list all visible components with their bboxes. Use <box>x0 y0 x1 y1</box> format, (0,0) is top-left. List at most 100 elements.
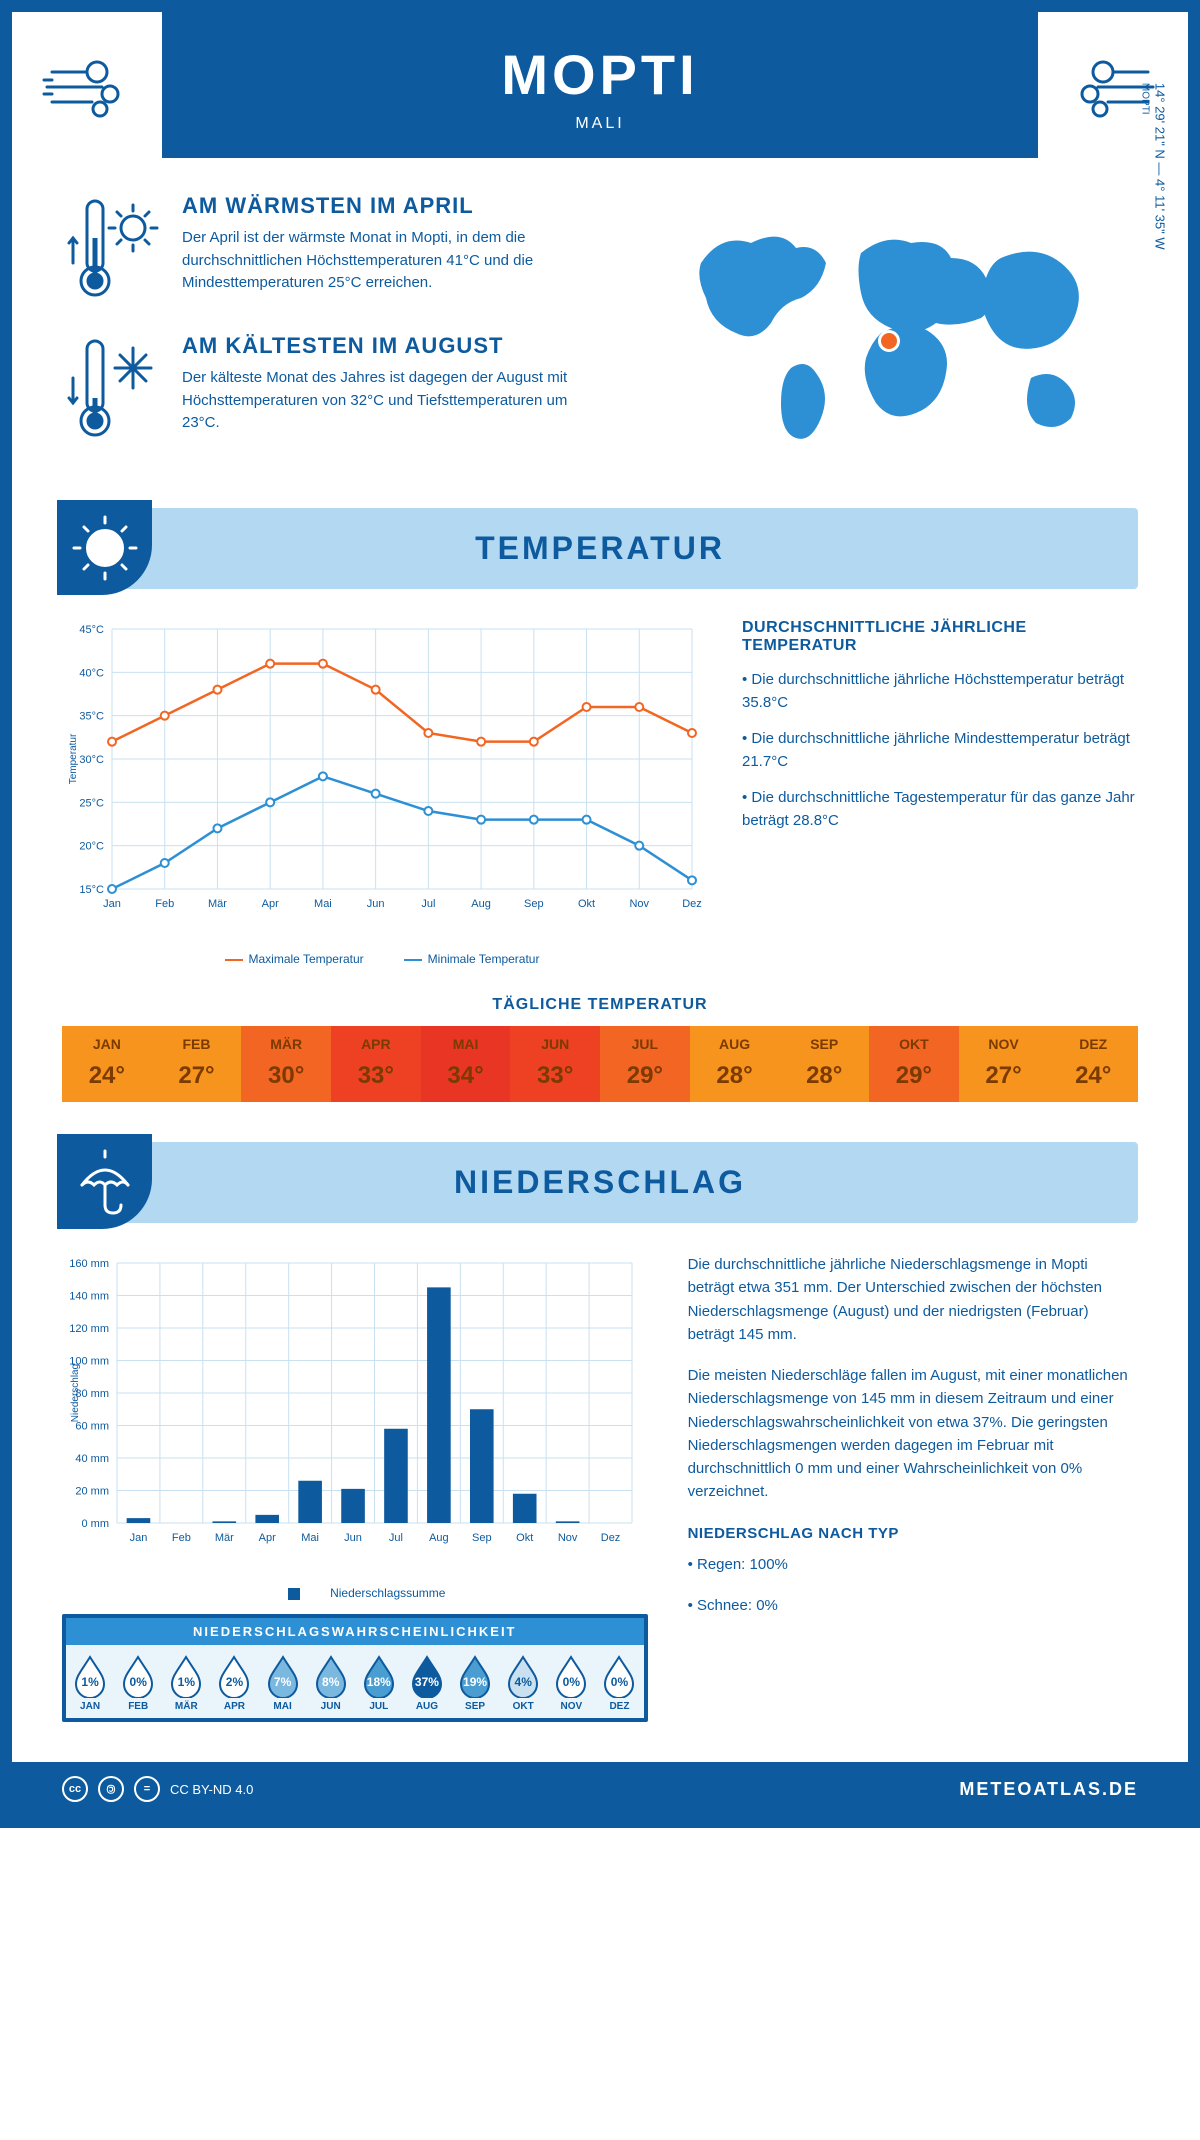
page: MOPTI MALI AM WÄRMSTEN IM APRIL Der Apri… <box>0 0 1200 1828</box>
daily-temp-heading: TÄGLICHE TEMPERATUR <box>12 996 1188 1014</box>
precipitation-summary: Die durchschnittliche jährliche Niedersc… <box>688 1253 1138 1722</box>
svg-text:30°C: 30°C <box>79 754 104 766</box>
probability-cell: 0% FEB <box>114 1655 162 1712</box>
precipitation-body: 0 mm20 mm40 mm60 mm80 mm100 mm120 mm140 … <box>12 1223 1188 1732</box>
svg-text:Aug: Aug <box>471 898 491 910</box>
svg-text:25°C: 25°C <box>79 797 104 809</box>
probability-cell: 0% DEZ <box>595 1655 643 1712</box>
temp-bullet-1: • Die durchschnittliche jährliche Mindes… <box>742 728 1138 773</box>
coords-label: MOPTI <box>1140 83 1151 250</box>
svg-text:Jan: Jan <box>130 1532 148 1544</box>
daily-cell: FEB27° <box>152 1026 242 1102</box>
precip-p2: Die meisten Niederschläge fallen im Augu… <box>688 1364 1138 1504</box>
fact-cold-title: AM KÄLTESTEN IM AUGUST <box>182 333 605 359</box>
svg-text:Okt: Okt <box>578 898 595 910</box>
temp-bullet-2: • Die durchschnittliche Tagestemperatur … <box>742 787 1138 832</box>
svg-text:140 mm: 140 mm <box>69 1291 109 1303</box>
probability-cell: 19% SEP <box>451 1655 499 1712</box>
precip-legend-label: Niederschlagssumme <box>264 1586 445 1600</box>
daily-cell: JUN33° <box>510 1026 600 1102</box>
temperature-legend: Maximale Temperatur Minimale Temperatur <box>62 952 702 966</box>
temperature-banner: TEMPERATUR <box>62 508 1138 589</box>
temperature-summary: DURCHSCHNITTLICHE JÄHRLICHE TEMPERATUR •… <box>742 619 1138 966</box>
precipitation-banner: NIEDERSCHLAG <box>62 1142 1138 1223</box>
fact-warm-title: AM WÄRMSTEN IM APRIL <box>182 193 605 219</box>
precipitation-chart: 0 mm20 mm40 mm60 mm80 mm100 mm120 mm140 … <box>62 1253 642 1573</box>
probability-cell: 0% NOV <box>547 1655 595 1712</box>
svg-text:Mär: Mär <box>215 1532 234 1544</box>
legend-max: Maximale Temperatur <box>225 952 364 966</box>
svg-text:Jul: Jul <box>421 898 435 910</box>
svg-text:15°C: 15°C <box>79 884 104 896</box>
precip-type-heading: NIEDERSCHLAG NACH TYP <box>688 1522 1138 1545</box>
probability-row: 1% JAN 0% FEB 1% MÄR 2% <box>66 1645 644 1718</box>
country-subtitle: MALI <box>12 115 1188 133</box>
svg-text:120 mm: 120 mm <box>69 1323 109 1335</box>
svg-text:Jan: Jan <box>103 898 121 910</box>
probability-cell: 37% AUG <box>403 1655 451 1712</box>
svg-text:Jun: Jun <box>367 898 385 910</box>
svg-text:Mär: Mär <box>208 898 227 910</box>
wind-icon-left <box>12 12 162 162</box>
temperature-chart: 15°C20°C25°C30°C35°C40°C45°CJanFebMärApr… <box>62 619 702 966</box>
fact-coldest: AM KÄLTESTEN IM AUGUST Der kälteste Mona… <box>62 333 605 443</box>
umbrella-icon <box>57 1134 152 1229</box>
daily-cell: NOV27° <box>959 1026 1049 1102</box>
footer-license: cc 🄯 = CC BY-ND 4.0 <box>62 1776 253 1802</box>
probability-cell: 2% APR <box>210 1655 258 1712</box>
thermometer-hot-icon <box>62 193 162 303</box>
svg-text:40°C: 40°C <box>79 667 104 679</box>
fact-cold-text: Der kälteste Monat des Jahres ist dagege… <box>182 367 605 435</box>
probability-cell: 7% MAI <box>259 1655 307 1712</box>
temperature-body: 15°C20°C25°C30°C35°C40°C45°CJanFebMärApr… <box>12 589 1188 976</box>
sun-icon <box>57 500 152 595</box>
coords-text: 14° 29' 21" N — 4° 11' 35" W <box>1153 83 1168 250</box>
temp-bullet-0: • Die durchschnittliche jährliche Höchst… <box>742 669 1138 714</box>
svg-text:Nov: Nov <box>558 1532 578 1544</box>
info-row: AM WÄRMSTEN IM APRIL Der April ist der w… <box>12 158 1188 508</box>
cc-icon: cc <box>62 1776 88 1802</box>
daily-cell: AUG28° <box>690 1026 780 1102</box>
footer: cc 🄯 = CC BY-ND 4.0 METEOATLAS.DE <box>12 1762 1188 1816</box>
fact-warm-text: Der April ist der wärmste Monat in Mopti… <box>182 227 605 295</box>
daily-cell: MÄR30° <box>241 1026 331 1102</box>
svg-text:Sep: Sep <box>524 898 544 910</box>
license-text: CC BY-ND 4.0 <box>170 1782 253 1797</box>
daily-temperature-bar: JAN24°FEB27°MÄR30°APR33°MAI34°JUN33°JUL2… <box>62 1026 1138 1102</box>
svg-text:Feb: Feb <box>155 898 174 910</box>
svg-text:Apr: Apr <box>262 898 279 910</box>
city-title: MOPTI <box>12 42 1188 107</box>
daily-cell: JAN24° <box>62 1026 152 1102</box>
temperature-heading: TEMPERATUR <box>62 530 1138 567</box>
svg-text:20°C: 20°C <box>79 841 104 853</box>
svg-text:Jun: Jun <box>344 1532 362 1544</box>
nd-icon: = <box>134 1776 160 1802</box>
svg-text:20 mm: 20 mm <box>75 1486 109 1498</box>
precipitation-heading: NIEDERSCHLAG <box>62 1164 1138 1201</box>
fact-warmest: AM WÄRMSTEN IM APRIL Der April ist der w… <box>62 193 605 303</box>
temp-summary-heading: DURCHSCHNITTLICHE JÄHRLICHE TEMPERATUR <box>742 619 1138 655</box>
probability-cell: 8% JUN <box>307 1655 355 1712</box>
daily-cell: SEP28° <box>779 1026 869 1102</box>
legend-min: Minimale Temperatur <box>404 952 540 966</box>
precip-type-0: • Regen: 100% <box>688 1553 1138 1576</box>
probability-cell: 1% MÄR <box>162 1655 210 1712</box>
probability-cell: 1% JAN <box>66 1655 114 1712</box>
svg-text:0 mm: 0 mm <box>82 1518 110 1530</box>
precip-legend: Niederschlagssumme <box>62 1586 648 1600</box>
footer-site: METEOATLAS.DE <box>959 1779 1138 1800</box>
svg-text:45°C: 45°C <box>79 624 104 636</box>
svg-text:Apr: Apr <box>259 1532 276 1544</box>
facts-column: AM WÄRMSTEN IM APRIL Der April ist der w… <box>62 193 605 473</box>
svg-text:Feb: Feb <box>172 1532 191 1544</box>
precip-p1: Die durchschnittliche jährliche Niedersc… <box>688 1253 1138 1346</box>
svg-text:Niederschlag: Niederschlag <box>70 1364 81 1422</box>
svg-text:40 mm: 40 mm <box>75 1453 109 1465</box>
daily-cell: OKT29° <box>869 1026 959 1102</box>
header: MOPTI MALI <box>12 12 1188 158</box>
precipitation-left: 0 mm20 mm40 mm60 mm80 mm100 mm120 mm140 … <box>62 1253 648 1722</box>
thermometer-cold-icon <box>62 333 162 443</box>
svg-text:Okt: Okt <box>516 1532 533 1544</box>
probability-box: NIEDERSCHLAGSWAHRSCHEINLICHKEIT 1% JAN 0… <box>62 1614 648 1722</box>
daily-cell: MAI34° <box>421 1026 511 1102</box>
